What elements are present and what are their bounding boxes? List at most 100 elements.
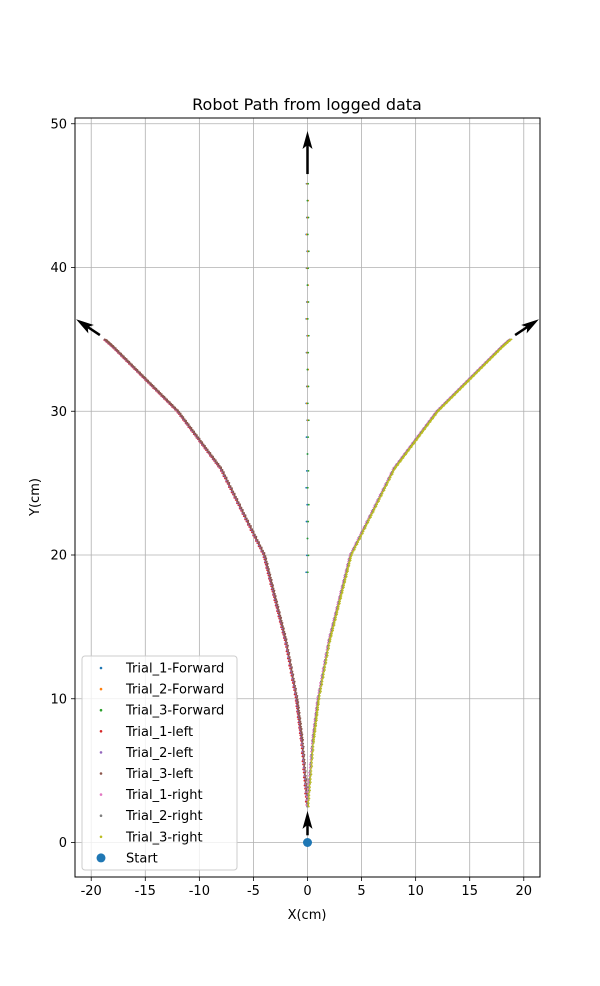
data-point bbox=[310, 747, 312, 750]
data-point bbox=[305, 794, 308, 797]
data-point bbox=[305, 470, 308, 472]
data-point bbox=[182, 416, 185, 418]
data-point bbox=[254, 533, 256, 536]
data-point bbox=[288, 664, 291, 667]
data-point bbox=[305, 784, 307, 787]
data-point bbox=[317, 689, 320, 692]
data-point bbox=[318, 690, 321, 693]
data-point bbox=[131, 363, 133, 366]
legend-label: Trial_2-right bbox=[125, 809, 203, 824]
data-point bbox=[358, 539, 360, 541]
data-point bbox=[370, 513, 373, 515]
data-point bbox=[309, 768, 312, 771]
data-point bbox=[204, 444, 206, 447]
legend: Trial_1-Forward Trial_2-Forward Trial_3-Fo… bbox=[81, 655, 238, 871]
data-point bbox=[319, 692, 321, 694]
data-point bbox=[324, 660, 327, 663]
data-point bbox=[304, 791, 307, 793]
data-point bbox=[311, 747, 314, 750]
y-tick-label: 20 bbox=[50, 549, 67, 564]
data-point bbox=[293, 680, 296, 683]
data-point bbox=[376, 501, 379, 504]
data-point bbox=[307, 351, 310, 354]
legend-marker bbox=[99, 793, 103, 796]
data-point bbox=[147, 379, 150, 382]
data-point bbox=[311, 765, 314, 768]
data-point bbox=[302, 757, 305, 759]
data-point bbox=[323, 661, 326, 664]
data-point bbox=[212, 455, 214, 458]
data-point bbox=[206, 448, 209, 451]
data-point bbox=[178, 411, 181, 413]
data-point bbox=[300, 747, 303, 750]
data-point bbox=[305, 779, 307, 782]
data-point bbox=[270, 578, 273, 581]
data-point bbox=[139, 371, 142, 374]
data-point bbox=[247, 519, 250, 522]
data-point bbox=[328, 644, 331, 647]
data-point bbox=[296, 698, 299, 701]
data-point bbox=[307, 800, 309, 803]
data-point bbox=[301, 744, 304, 747]
data-point bbox=[233, 492, 236, 495]
data-point bbox=[311, 758, 313, 761]
data-point bbox=[231, 487, 233, 490]
data-point bbox=[302, 766, 305, 769]
data-point bbox=[155, 387, 158, 390]
legend-label: Trial_3-right bbox=[125, 830, 203, 845]
data-point bbox=[202, 443, 205, 446]
data-point bbox=[189, 425, 191, 428]
data-point bbox=[318, 696, 320, 699]
data-point bbox=[311, 744, 314, 747]
data-point bbox=[168, 401, 171, 403]
data-point bbox=[325, 654, 327, 657]
data-point bbox=[291, 670, 294, 673]
arrow-head-left-end bbox=[76, 319, 94, 334]
data-point bbox=[306, 199, 309, 202]
data-point bbox=[303, 765, 306, 768]
data-point bbox=[359, 534, 362, 537]
data-point bbox=[323, 660, 325, 663]
data-point bbox=[286, 653, 289, 656]
data-point bbox=[318, 693, 321, 696]
data-point bbox=[195, 434, 198, 436]
data-point bbox=[320, 687, 323, 690]
data-point bbox=[276, 600, 279, 603]
data-point bbox=[293, 687, 296, 690]
data-point bbox=[310, 770, 313, 772]
legend-box bbox=[81, 655, 238, 871]
data-point bbox=[390, 474, 393, 477]
data-point bbox=[162, 394, 164, 397]
data-point bbox=[307, 802, 310, 805]
data-point bbox=[293, 683, 295, 686]
data-point bbox=[371, 512, 374, 514]
data-point bbox=[308, 771, 310, 774]
data-point bbox=[287, 660, 290, 663]
data-point bbox=[358, 536, 361, 539]
data-point bbox=[375, 504, 377, 507]
data-point bbox=[240, 506, 243, 509]
data-point bbox=[326, 653, 328, 656]
data-point bbox=[364, 523, 367, 526]
series-Trial_3-left bbox=[103, 338, 310, 808]
data-point bbox=[307, 554, 310, 557]
data-point bbox=[274, 595, 277, 597]
data-point bbox=[305, 804, 308, 806]
data-point bbox=[350, 553, 353, 555]
data-point bbox=[224, 474, 227, 477]
data-point bbox=[309, 778, 312, 780]
data-point bbox=[312, 749, 315, 751]
data-point bbox=[319, 682, 321, 684]
data-point bbox=[320, 677, 323, 680]
data-point bbox=[325, 648, 328, 651]
data-point bbox=[353, 547, 356, 550]
data-point bbox=[285, 638, 288, 640]
data-point bbox=[308, 791, 311, 793]
data-point bbox=[287, 654, 290, 657]
data-point bbox=[307, 267, 310, 270]
data-point bbox=[324, 663, 327, 666]
data-point bbox=[360, 533, 363, 536]
data-point bbox=[235, 495, 237, 498]
data-point bbox=[302, 763, 304, 766]
data-point bbox=[294, 696, 297, 699]
